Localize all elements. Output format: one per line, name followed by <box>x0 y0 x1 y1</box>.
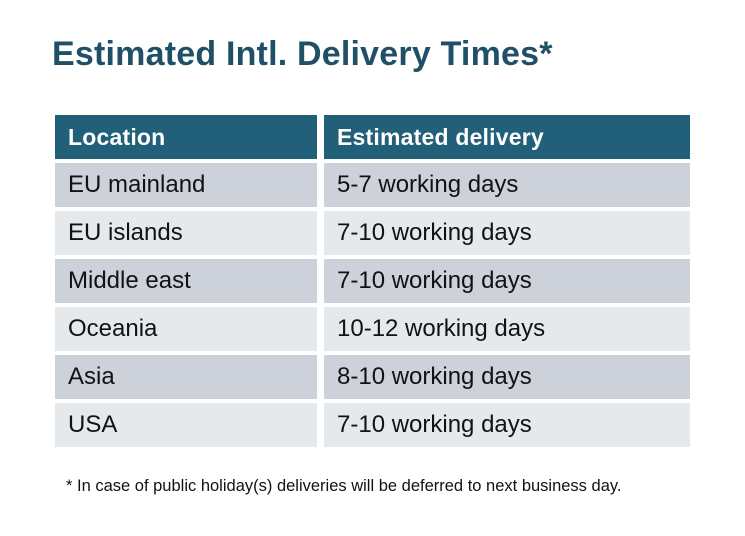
footnote: * In case of public holiday(s) deliverie… <box>66 477 622 495</box>
table-cell-location: EU mainland <box>55 163 317 207</box>
column-header-location: Location <box>55 115 317 159</box>
table-cell-location: Middle east <box>55 259 317 303</box>
table-cell-delivery: 7-10 working days <box>324 211 690 255</box>
page-title: Estimated Intl. Delivery Times* <box>52 35 553 73</box>
column-header-estimated-delivery: Estimated delivery <box>324 115 690 159</box>
table-cell-delivery: 10-12 working days <box>324 307 690 351</box>
table-cell-location: EU islands <box>55 211 317 255</box>
table-cell-delivery: 8-10 working days <box>324 355 690 399</box>
table-cell-location: USA <box>55 403 317 447</box>
table-cell-delivery: 5-7 working days <box>324 163 690 207</box>
table-cell-delivery: 7-10 working days <box>324 403 690 447</box>
delivery-times-table: Location Estimated delivery EU mainland … <box>55 115 690 447</box>
table-cell-location: Asia <box>55 355 317 399</box>
table-cell-location: Oceania <box>55 307 317 351</box>
table-cell-delivery: 7-10 working days <box>324 259 690 303</box>
